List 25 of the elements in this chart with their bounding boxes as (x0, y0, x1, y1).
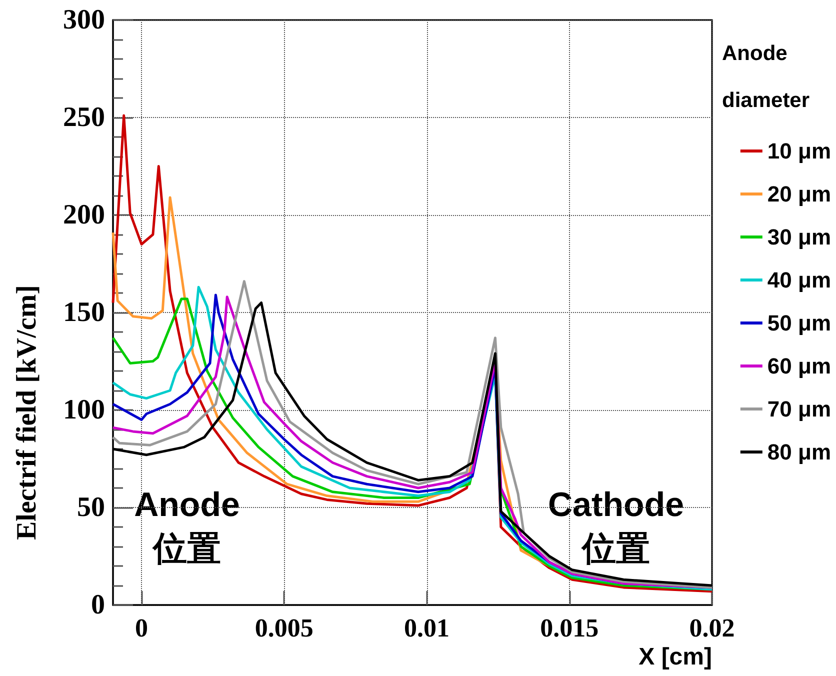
legend-label: 70 μm (767, 396, 832, 422)
x-tick-label: 0.005 (254, 614, 314, 642)
y-tick-label: 200 (63, 200, 105, 230)
x-tick-label: 0 (135, 614, 148, 642)
y-tick-label: 300 (63, 4, 105, 36)
y-tick-label: 150 (63, 297, 105, 328)
y-axis-title: Electrif field [kV/cm] (12, 284, 42, 540)
legend-label: 50 μm (767, 310, 832, 336)
legend-label: 80 μm (767, 440, 832, 464)
legend-label: 20 μm (767, 182, 832, 206)
legend-title: Anode diameter (722, 42, 810, 112)
x-tick-label: 0.015 (540, 614, 599, 642)
legend-label: 60 μm (767, 354, 832, 378)
legend-label: 30 μm (767, 224, 832, 250)
y-tick-label: 0 (91, 590, 105, 620)
x-axis-title: X [cm] (638, 644, 712, 670)
legend-label: 10 μm (767, 138, 832, 164)
annotation: Cathode 位置 (548, 486, 684, 568)
x-tick-label: 0.02 (689, 614, 735, 642)
y-tick-label: 250 (63, 102, 105, 133)
y-tick-label: 100 (63, 394, 105, 426)
y-tick-label: 50 (77, 492, 105, 523)
annotation: Anode 位置 (134, 486, 240, 568)
x-tick-label: 0.01 (404, 614, 450, 642)
legend-label: 40 μm (767, 268, 832, 292)
